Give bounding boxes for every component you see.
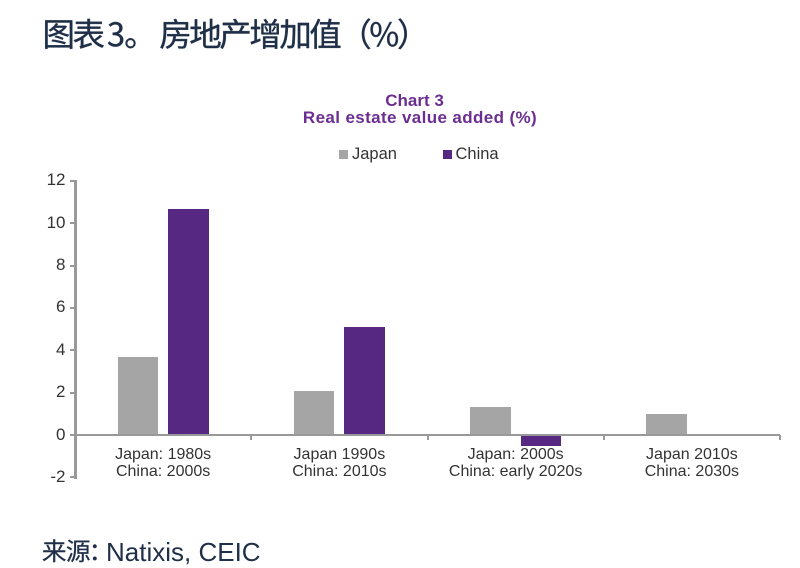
y-tick (70, 222, 75, 225)
legend-label-japan: Japan (352, 145, 397, 164)
category-label-line: China: 2000s (115, 462, 211, 480)
bar-china-2 (520, 435, 562, 446)
category-label-line: China: 2030s (644, 462, 740, 480)
legend-swatch-japan (339, 150, 348, 159)
chart-title: Chart 3 (385, 91, 444, 111)
bar-china-0 (168, 208, 209, 435)
category-label-line: Japan 1990s (293, 446, 386, 464)
y-tick-label: 8 (56, 255, 66, 275)
y-axis-line (74, 180, 77, 479)
category-label-line: Japan: 2000s (467, 446, 564, 464)
y-tick (70, 179, 75, 182)
source-text: Natixis, CEIC (106, 536, 261, 567)
y-tick-label: 4 (56, 339, 66, 359)
y-tick (70, 349, 75, 352)
y-tick-label: 2 (56, 382, 66, 402)
chart-subtitle: Real estate value added (%) (302, 108, 538, 128)
bar-japan-3 (646, 413, 687, 435)
bar-china-1 (344, 327, 385, 435)
category-label-line: Japan 2010s (646, 446, 738, 464)
bar-japan-1 (293, 390, 335, 435)
y-tick (70, 306, 75, 309)
legend-swatch-china (442, 150, 452, 159)
category-label: Japan 1990s China: 2010s (292, 446, 387, 480)
y-tick (70, 476, 75, 479)
y-tick-label: 12 (46, 170, 66, 190)
category-label-line: China: early 2020s (448, 462, 583, 480)
y-tick (70, 391, 75, 394)
y-tick-label: 10 (46, 212, 66, 232)
bar-japan-0 (117, 356, 159, 435)
y-tick (70, 434, 75, 436)
x-axis-line (75, 433, 780, 437)
bar-japan-2 (470, 407, 511, 435)
category-label: Japan: 1980s China: 2000s (115, 446, 212, 480)
y-tick (70, 264, 75, 267)
category-tick (779, 435, 781, 441)
legend-label-china: China (455, 145, 499, 164)
category-label-line: China: 2010s (292, 462, 387, 480)
category-tick (602, 435, 605, 441)
category-label: Japan 2010s China: 2030s (644, 446, 740, 480)
category-tick (426, 435, 429, 441)
category-tick (250, 435, 253, 441)
category-label-line: Japan: 1980s (115, 446, 212, 464)
y-tick-label: 6 (56, 297, 66, 317)
y-tick-label: 0 (56, 424, 66, 444)
y-tick-label: -2 (50, 466, 66, 486)
category-label: Japan: 2000s China: early 2020s (448, 446, 583, 480)
